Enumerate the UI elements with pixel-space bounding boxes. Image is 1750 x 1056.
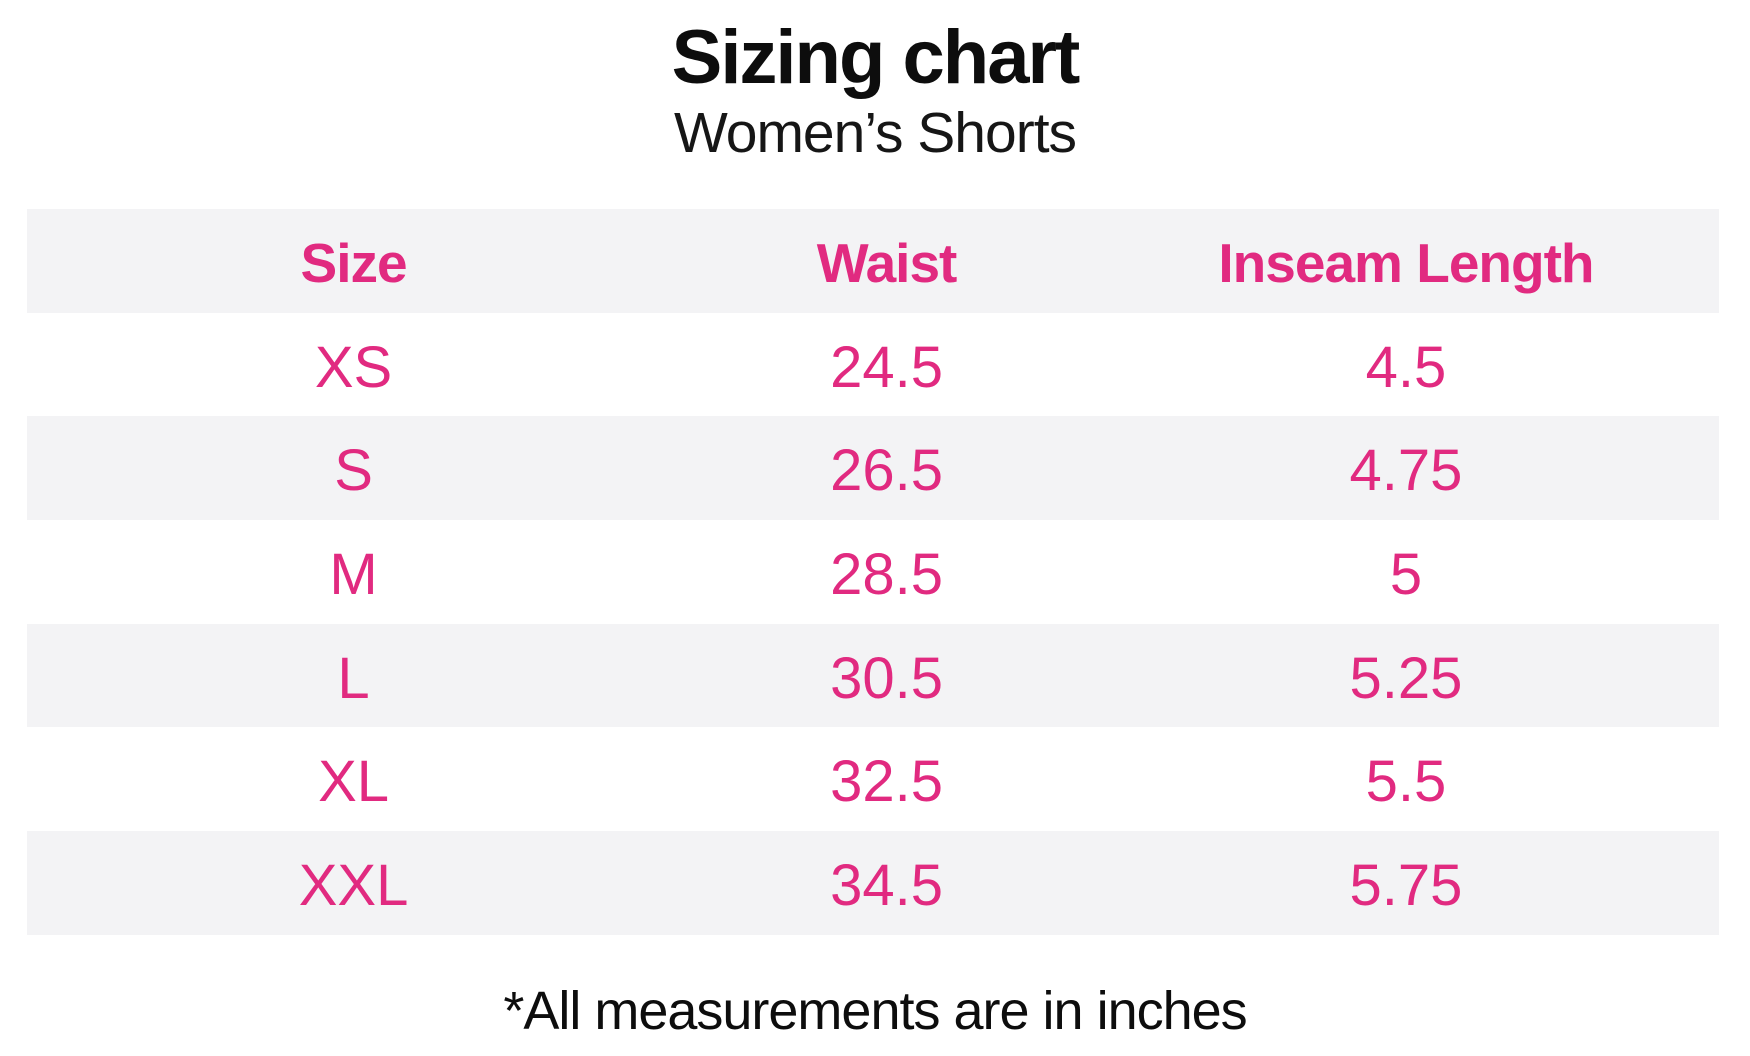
table-row-xxl: XXL 34.5 5.75 <box>27 831 1719 935</box>
inseam-cell: 5 <box>1389 541 1423 607</box>
size-cell: M <box>329 541 378 607</box>
size-cell: S <box>334 438 373 504</box>
inseam-cell: 4.5 <box>1365 334 1447 400</box>
waist-cell: 32.5 <box>830 749 943 815</box>
waist-cell: 34.5 <box>830 852 943 918</box>
size-cell: L <box>337 645 370 711</box>
waist-cell: 26.5 <box>830 438 943 504</box>
table-row-xl: XL 32.5 5.5 <box>27 727 1719 832</box>
size-cell: XS <box>314 334 393 400</box>
sizing-table: Size Waist Inseam Length XS 24.5 4.5 S 2… <box>27 209 1719 935</box>
size-cell: XXL <box>298 852 409 918</box>
table-row-xs: XS 24.5 4.5 <box>27 312 1719 417</box>
waist-cell: 28.5 <box>830 541 943 607</box>
table-row-s: S 26.5 4.75 <box>27 416 1719 521</box>
inseam-cell: 4.75 <box>1349 438 1463 504</box>
table-row-l: L 30.5 5.25 <box>27 623 1719 728</box>
inseam-cell: 5.5 <box>1365 749 1447 815</box>
waist-cell: 24.5 <box>830 334 943 400</box>
column-header-inseam: Inseam Length <box>1218 232 1594 295</box>
table-row-m: M 28.5 5 <box>27 520 1719 624</box>
column-header-waist: Waist <box>816 232 958 295</box>
inseam-cell: 5.75 <box>1349 852 1463 918</box>
column-header-size: Size <box>300 232 408 295</box>
table-header-row: Size Waist Inseam Length <box>27 209 1719 313</box>
page-title: Sizing chart <box>671 15 1081 100</box>
waist-cell: 30.5 <box>830 645 943 711</box>
measurements-footnote: *All measurements are in inches <box>503 981 1247 1041</box>
inseam-cell: 5.25 <box>1349 645 1463 711</box>
size-cell: XL <box>318 749 390 815</box>
page-subtitle: Women’s Shorts <box>673 101 1077 165</box>
